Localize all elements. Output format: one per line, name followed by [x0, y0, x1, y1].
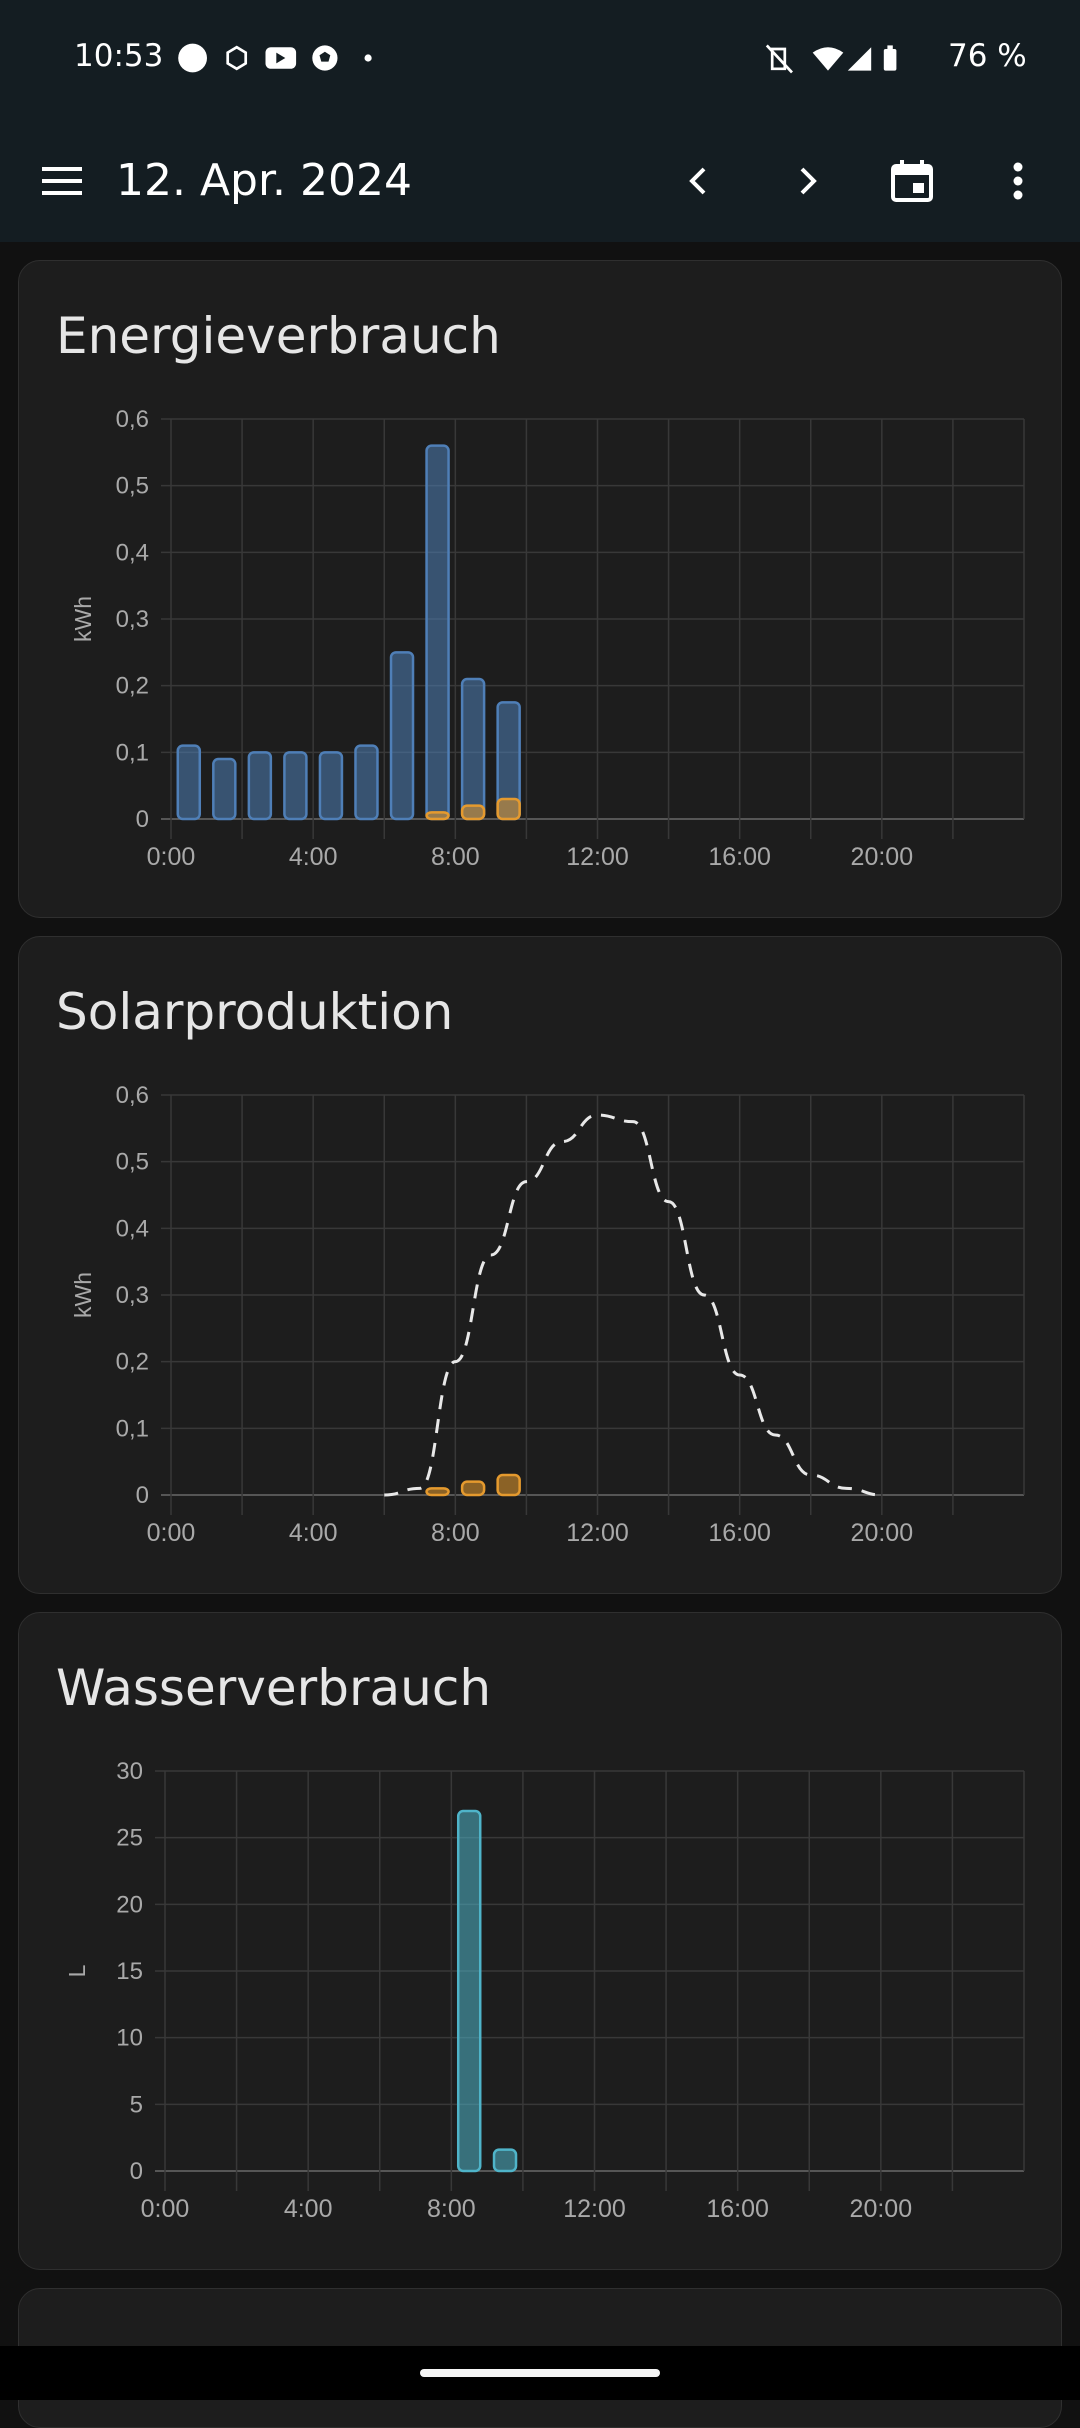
x-tick-label: 8:00 — [427, 2195, 476, 2223]
status-time: 10:53 — [74, 38, 164, 74]
y-tick-label: 0,5 — [116, 1149, 149, 1176]
menu-button[interactable] — [22, 141, 102, 221]
bar — [492, 2148, 518, 2173]
bar — [212, 757, 237, 821]
y-tick-label: 0 — [136, 1482, 149, 1509]
x-tick-label: 8:00 — [431, 843, 480, 871]
battery-percent: 76 % — [948, 38, 1027, 74]
y-tick-label: 0,5 — [116, 473, 149, 500]
card-title: Wasserverbrauch — [56, 1659, 492, 1717]
y-tick-label: 0,6 — [116, 1082, 149, 1109]
y-tick-label: 0,3 — [116, 1282, 149, 1309]
bar — [247, 751, 273, 821]
y-axis-label: L — [64, 1964, 90, 1977]
x-tick-label: 12:00 — [563, 2195, 626, 2223]
bar — [318, 751, 344, 821]
gesture-handle[interactable] — [420, 2369, 660, 2377]
y-tick-label: 0,2 — [116, 1349, 149, 1376]
y-tick-label: 0,2 — [116, 673, 149, 700]
dot-icon — [364, 54, 372, 62]
x-tick-label: 16:00 — [706, 2195, 769, 2223]
x-tick-label: 0:00 — [141, 2195, 190, 2223]
battery-icon — [883, 45, 897, 71]
x-tick-label: 4:00 — [289, 843, 338, 871]
circle-notification-icon — [178, 43, 207, 73]
energy-consumption-chart[interactable]: 0 0,1 0,2 0,3 0,4 0,5 0,6 0:00 4:00 8:00 12:00 16:0… — [19, 261, 1063, 919]
bar — [354, 744, 379, 821]
bar — [425, 811, 450, 821]
bar — [389, 651, 415, 821]
signal-icon — [847, 47, 872, 71]
y-axis-label: kWh — [70, 1272, 96, 1318]
chevron-left-icon — [689, 167, 706, 195]
y-tick-label: 10 — [116, 2025, 143, 2052]
x-tick-label: 20:00 — [851, 1519, 914, 1547]
x-tick-label: 0:00 — [147, 1519, 196, 1547]
status-bar: 10:53 76 % — [0, 0, 1080, 120]
y-tick-label: 20 — [116, 1891, 143, 1918]
y-tick-label: 0,6 — [116, 406, 149, 433]
y-axis-label: kWh — [70, 596, 96, 642]
y-tick-label: 5 — [130, 2091, 143, 2118]
calendar-button[interactable] — [872, 141, 952, 221]
bar — [456, 1809, 482, 2173]
x-tick-label: 20:00 — [850, 2195, 913, 2223]
bar — [496, 1473, 521, 1497]
previous-day-button[interactable] — [660, 141, 740, 221]
bar — [176, 744, 202, 821]
mute-vibrate-icon — [765, 44, 793, 74]
notification-icons — [178, 43, 372, 73]
bar — [425, 444, 450, 821]
menu-icon — [42, 167, 82, 195]
x-tick-label: 20:00 — [851, 843, 914, 871]
x-tick-label: 12:00 — [566, 1519, 629, 1547]
water-consumption-card[interactable]: Wasserverbrauch 0 5 10 15 20 25 30 0:00 4:00 8:00… — [18, 1612, 1062, 2270]
y-tick-label: 0,1 — [116, 1415, 149, 1442]
solar-production-card[interactable]: Solarproduktion 0 0,1 0,2 0,3 0,4 0,5 0,6 0:00 4… — [18, 936, 1062, 1594]
x-tick-label: 12:00 — [566, 843, 629, 871]
bar — [496, 797, 521, 821]
water-consumption-chart[interactable]: 0 5 10 15 20 25 30 0:00 4:00 8:00 12:00 16:00 20:00 L — [19, 1613, 1063, 2271]
system-icons — [765, 44, 897, 74]
bar — [283, 751, 308, 821]
y-tick-label: 0,4 — [116, 539, 149, 566]
x-tick-label: 16:00 — [708, 1519, 771, 1547]
y-tick-label: 0 — [130, 2158, 143, 2185]
solar-production-chart[interactable]: 0 0,1 0,2 0,3 0,4 0,5 0,6 0:00 4:00 8:00 12:00 16:0… — [19, 937, 1063, 1595]
card-title: Energieverbrauch — [56, 307, 501, 365]
x-tick-label: 16:00 — [708, 843, 771, 871]
bar — [460, 804, 486, 821]
next-day-button[interactable] — [766, 141, 846, 221]
date-title: 12. Apr. 2024 — [116, 155, 412, 206]
bar — [425, 1487, 450, 1497]
forecast-line — [384, 1113, 882, 1497]
wifi-icon — [812, 47, 844, 71]
bar — [460, 677, 486, 821]
energy-consumption-card[interactable]: Energieverbrauch 0 0,1 0,2 0,3 0,4 0,5 0,6 0:00… — [18, 260, 1062, 918]
y-tick-label: 30 — [116, 1758, 143, 1785]
x-tick-label: 0:00 — [147, 843, 196, 871]
bar — [460, 1480, 486, 1497]
y-tick-label: 0 — [136, 806, 149, 833]
hexagon-notification-icon — [226, 45, 248, 71]
app-bar: 12. Apr. 2024 — [0, 120, 1080, 242]
y-tick-label: 0,4 — [116, 1215, 149, 1242]
card-title: Solarproduktion — [56, 983, 454, 1041]
chevron-right-icon — [800, 167, 817, 195]
y-tick-label: 0,3 — [116, 606, 149, 633]
more-vert-icon — [1013, 162, 1023, 200]
x-tick-label: 8:00 — [431, 1519, 480, 1547]
more-options-button[interactable] — [978, 141, 1058, 221]
calendar-icon — [891, 160, 933, 202]
y-tick-label: 0,1 — [116, 739, 149, 766]
x-tick-label: 4:00 — [289, 1519, 338, 1547]
y-tick-label: 15 — [116, 1958, 143, 1985]
x-tick-label: 4:00 — [284, 2195, 333, 2223]
y-tick-label: 25 — [116, 1825, 143, 1852]
